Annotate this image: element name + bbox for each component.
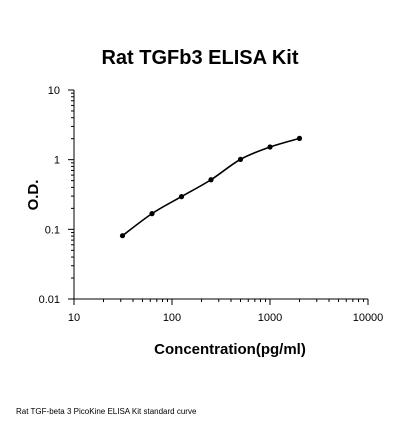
data-point [149, 211, 155, 217]
data-point [267, 144, 273, 150]
data-point [296, 135, 303, 141]
axis-ticks [68, 89, 369, 305]
tick-labels: 10 100 1000 10000 0.01 0.1 1 10 [39, 85, 384, 324]
data-points [119, 135, 303, 239]
data-point [208, 177, 214, 183]
y-tick-label: 10 [48, 85, 60, 97]
y-tick-label: 1 [54, 155, 60, 167]
data-point [237, 156, 244, 162]
x-tick-label: 1000 [258, 312, 282, 324]
y-tick-label: 0.01 [39, 294, 60, 306]
chart-caption: Rat TGF-beta 3 PicoKine ELISA Kit standa… [16, 407, 197, 416]
x-tick-label: 10 [68, 312, 80, 324]
x-tick-label: 100 [163, 312, 181, 324]
data-point [119, 233, 126, 239]
y-tick-label: 0.1 [45, 224, 60, 236]
y-axis-title: O.D. [25, 180, 42, 211]
chart-title: Rat TGFb3 ELISA Kit [101, 47, 299, 69]
fit-curve [122, 137, 300, 237]
data-point [178, 194, 185, 200]
x-axis-title: Concentration(pg/ml) [154, 341, 306, 358]
x-tick-label: 10000 [353, 312, 384, 324]
